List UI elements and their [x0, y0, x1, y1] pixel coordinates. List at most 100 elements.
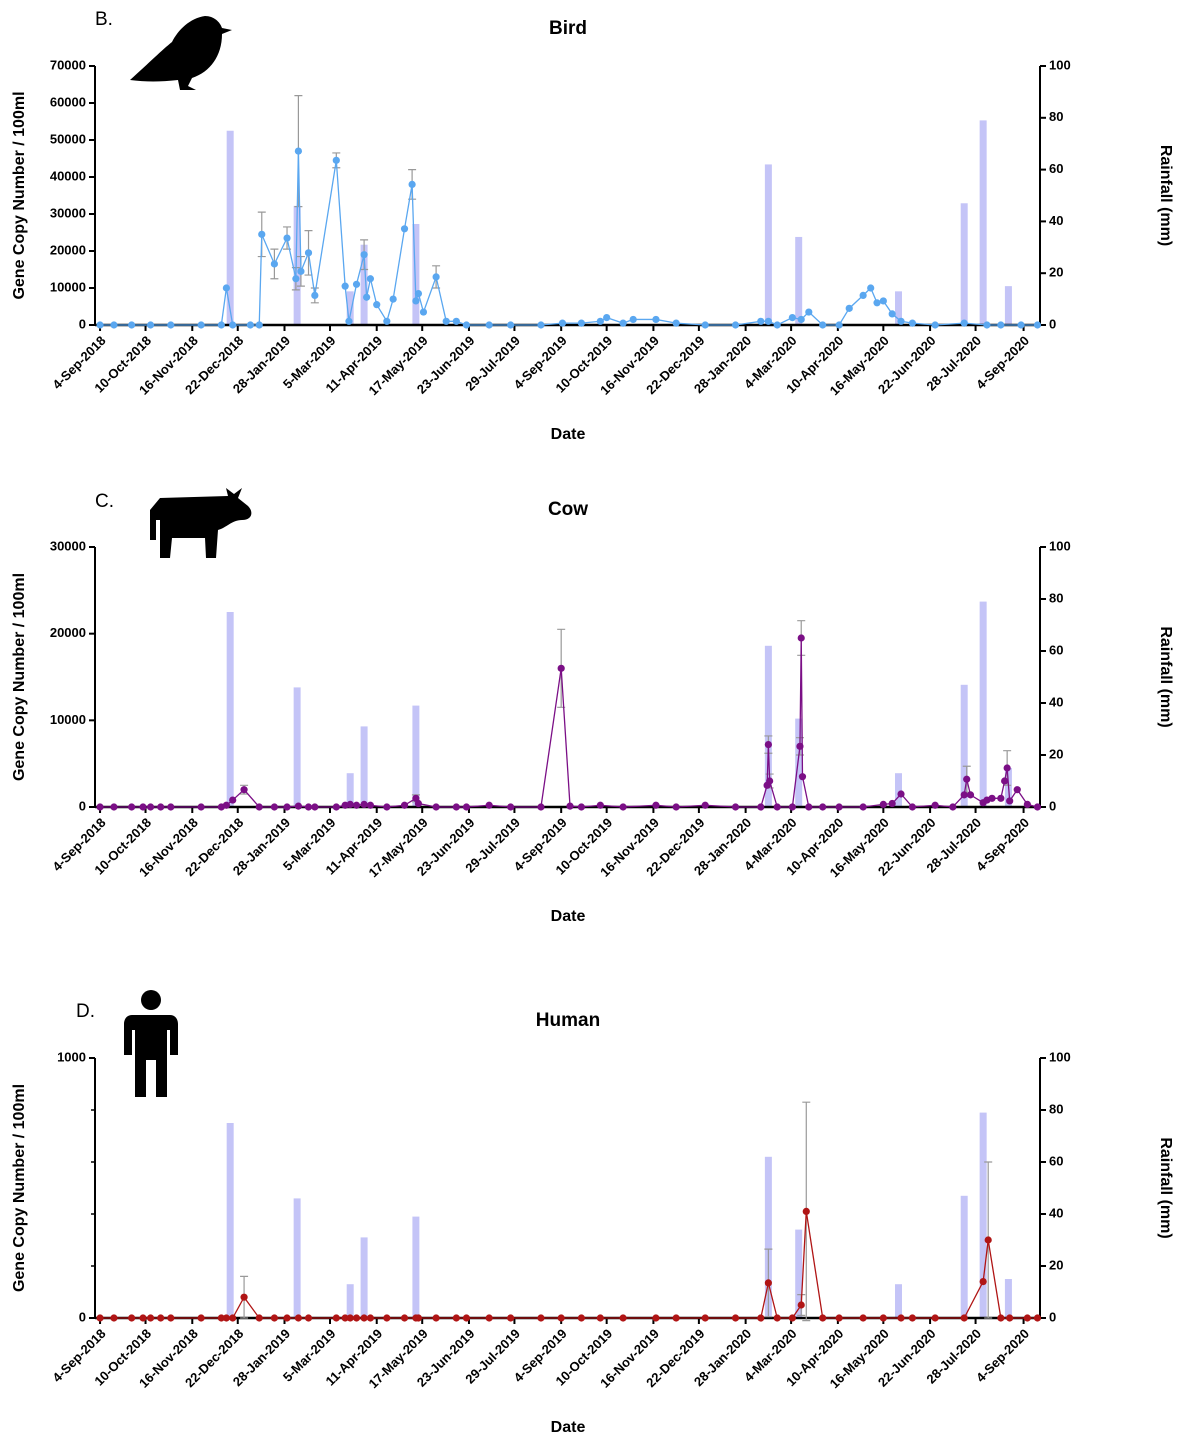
data-point	[432, 803, 440, 811]
data-point	[304, 1314, 313, 1322]
y2-tick-label: 20	[1049, 1257, 1063, 1272]
data-point	[452, 1314, 460, 1322]
data-point	[332, 156, 340, 164]
rainfall-bar	[293, 1198, 301, 1318]
data-point	[412, 297, 420, 305]
data-point	[672, 319, 680, 327]
data-point	[577, 319, 585, 327]
data-point	[270, 260, 278, 268]
data-point	[603, 314, 611, 322]
data-point	[360, 1314, 368, 1322]
y2-axis-label: Rainfall (mm)	[1157, 145, 1174, 246]
rainfall-bar	[360, 1237, 368, 1318]
data-point	[96, 803, 104, 811]
data-point	[341, 1314, 349, 1322]
data-point	[788, 314, 796, 322]
data-point	[462, 321, 471, 329]
data-point	[217, 321, 225, 329]
data-point	[557, 1314, 565, 1322]
data-point	[146, 1314, 155, 1322]
y2-tick-label: 60	[1049, 642, 1063, 657]
rainfall-bar	[979, 601, 987, 807]
x-axis-label: Date	[551, 1419, 586, 1436]
data-point	[258, 230, 266, 238]
data-point	[558, 319, 567, 327]
data-point	[1017, 321, 1025, 329]
y-tick-label: 0	[79, 798, 86, 813]
data-point	[270, 803, 278, 811]
y2-axis-label: Rainfall (mm)	[1157, 626, 1174, 727]
data-point	[908, 803, 916, 811]
data-point	[537, 803, 545, 811]
data-point	[797, 1301, 805, 1309]
data-point	[373, 301, 381, 309]
y2-tick-label: 0	[1049, 316, 1056, 331]
data-point	[442, 317, 450, 325]
y-tick-label: 40000	[50, 168, 86, 183]
data-point	[960, 1314, 968, 1322]
data-point	[983, 321, 991, 329]
rainfall-bar	[1004, 286, 1012, 325]
data-point	[400, 225, 409, 233]
data-point	[485, 321, 493, 329]
data-point	[294, 802, 303, 810]
data-point	[908, 1314, 916, 1322]
y2-axis-label: Rainfall (mm)	[1157, 1137, 1174, 1238]
data-point	[963, 775, 971, 783]
data-point	[292, 275, 300, 283]
data-point	[452, 317, 460, 325]
y-tick-label: 70000	[50, 57, 86, 72]
data-point	[341, 282, 349, 290]
y2-tick-label: 80	[1049, 1101, 1063, 1116]
data-point	[757, 317, 765, 325]
y2-tick-label: 100	[1049, 538, 1071, 553]
data-point	[283, 1314, 291, 1322]
y-tick-label: 1000	[57, 1049, 86, 1064]
data-point	[835, 803, 843, 811]
data-point	[701, 801, 709, 809]
rainfall-bar	[346, 291, 354, 325]
rainfall-bar	[795, 718, 803, 807]
data-point	[240, 786, 248, 794]
data-point	[797, 315, 805, 324]
y2-tick-label: 0	[1049, 1309, 1056, 1324]
rainfall-bar	[895, 291, 903, 325]
y-tick-label: 20000	[50, 625, 86, 640]
data-point	[835, 321, 843, 329]
y-tick-label: 30000	[50, 205, 86, 220]
data-point	[222, 284, 230, 292]
rainfall-bar	[895, 1284, 903, 1318]
data-point	[346, 800, 354, 809]
data-point	[197, 803, 205, 811]
data-point	[1023, 800, 1031, 809]
data-point	[110, 321, 118, 329]
rainfall-bar	[979, 120, 987, 325]
data-point	[383, 1314, 391, 1322]
data-point	[311, 291, 319, 299]
data-point	[507, 321, 515, 329]
data-point	[462, 803, 471, 811]
data-point	[366, 801, 375, 809]
chart-title: Cow	[548, 499, 588, 520]
y-tick-label: 10000	[50, 279, 86, 294]
data-point	[167, 803, 175, 811]
data-point	[414, 1314, 423, 1322]
data-point	[596, 801, 604, 809]
data-point	[1013, 786, 1021, 794]
data-point	[110, 803, 118, 811]
rainfall-bar	[360, 726, 368, 807]
y2-tick-label: 60	[1049, 1153, 1063, 1168]
data-point	[788, 1314, 796, 1322]
data-point	[146, 803, 155, 811]
data-point	[311, 803, 319, 811]
data-point	[389, 295, 397, 303]
rainfall-bar	[960, 1195, 968, 1318]
data-point	[255, 321, 263, 329]
data-point	[859, 1314, 867, 1322]
y2-tick-label: 40	[1049, 694, 1063, 709]
rainfall-bar	[1004, 1279, 1012, 1318]
data-point	[537, 321, 545, 329]
y-tick-label: 0	[79, 1309, 86, 1324]
data-point	[255, 1314, 263, 1322]
